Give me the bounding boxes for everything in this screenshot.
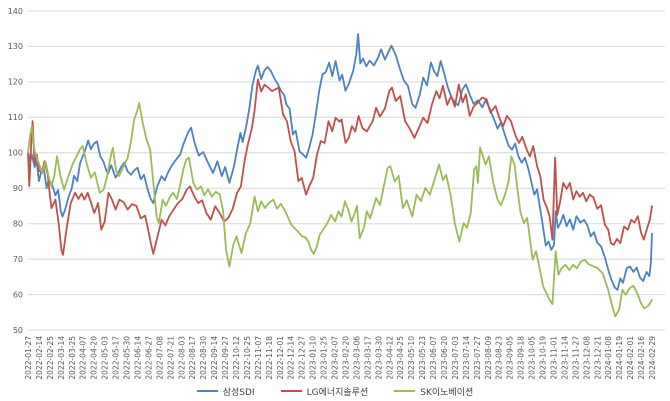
x-axis-tick-label: 2023-12-21 — [593, 336, 602, 380]
x-axis-tick-label: 2022-09-14 — [210, 336, 219, 380]
x-axis-tick-label: 2023-09-05 — [506, 336, 515, 380]
y-axis-tick-label: 100 — [8, 149, 23, 158]
y-axis-tick-label: 50 — [13, 326, 23, 335]
legend-label-lg-energy-solution: LG에너지솔루션 — [306, 387, 369, 398]
x-axis-tick-label: 2023-08-23 — [495, 336, 504, 380]
x-axis-tick-label: 2022-04-07 — [79, 336, 88, 380]
x-axis-tick-label: 2022-05-03 — [101, 336, 110, 380]
x-axis-tick-label: 2022-02-25 — [46, 336, 55, 380]
x-axis-tick-label: 2022-05-30 — [123, 336, 132, 380]
x-axis-tick-label: 2023-07-27 — [473, 336, 482, 380]
x-axis-tick-label: 2023-06-07 — [429, 336, 438, 380]
y-axis-tick-label: 110 — [8, 113, 23, 122]
x-axis-tick-label: 2022-10-12 — [232, 336, 241, 380]
x-axis-tick-label: 2022-12-27 — [298, 336, 307, 380]
x-axis-tick-label: 2022-07-08 — [155, 336, 164, 380]
x-axis-tick-label: 2023-03-17 — [363, 336, 372, 380]
x-axis-tick-label: 2023-11-14 — [560, 336, 569, 380]
x-axis-tick-label: 2022-06-14 — [134, 336, 143, 380]
chart-legend: 삼성SDI LG에너지솔루션 SK이노베이션 — [0, 383, 670, 399]
x-axis-tick-label: 2022-04-20 — [90, 336, 99, 380]
y-axis-tick-label: 140 — [8, 7, 23, 16]
x-axis-tick-label: 2023-03-30 — [374, 336, 383, 380]
x-axis-tick-label: 2023-08-09 — [484, 336, 493, 380]
legend-item-sk-innovation: SK이노베이션 — [394, 385, 473, 398]
x-axis-tick-label: 2024-02-01 — [626, 336, 635, 380]
y-axis-tick-label: 120 — [8, 78, 23, 87]
x-axis-tick-label: 2022-03-25 — [68, 336, 77, 380]
legend-swatch-lg-energy-solution — [280, 389, 302, 393]
x-axis-tick-label: 2023-10-05 — [528, 336, 537, 380]
x-axis-tick-label: 2022-11-18 — [265, 336, 274, 380]
y-axis-tick-label: 60 — [13, 290, 23, 299]
x-axis-tick-label: 2023-04-25 — [396, 336, 405, 380]
x-axis-tick-label: 2023-09-18 — [517, 336, 526, 380]
x-axis-tick-label: 2023-02-07 — [331, 336, 340, 380]
x-axis-tick-label: 2023-04-12 — [385, 336, 394, 380]
y-axis-tick-label: 130 — [8, 42, 23, 51]
x-axis-tick-label: 2023-07-14 — [462, 336, 471, 380]
x-axis-tick-label: 2023-07-03 — [451, 336, 460, 380]
legend-label-sk-innovation: SK이노베이션 — [420, 387, 474, 398]
x-axis-tick-label: 2022-08-03 — [177, 336, 186, 380]
legend-item-lg-energy-solution: LG에너지솔루션 — [280, 385, 369, 398]
x-axis-tick-label: 2023-02-20 — [342, 336, 351, 380]
x-axis-tick-label: 2022-05-17 — [112, 336, 121, 380]
y-axis-tick-label: 90 — [13, 184, 23, 193]
x-axis-tick-label: 2023-12-08 — [582, 336, 591, 380]
y-axis-tick-label: 80 — [13, 220, 23, 229]
x-axis-tick-label: 2023-05-10 — [407, 336, 416, 380]
legend-label-samsung-sdi: 삼성SDI — [222, 387, 255, 398]
x-axis-tick-label: 2023-01-10 — [309, 336, 318, 380]
x-axis-tick-label: 2023-11-27 — [571, 336, 580, 380]
x-axis-tick-label: 2024-01-08 — [604, 336, 613, 380]
y-axis-tick-label: 70 — [13, 255, 23, 264]
x-axis-tick-label: 2024-01-19 — [615, 336, 624, 380]
x-axis-tick-label: 2022-09-27 — [221, 336, 230, 380]
x-axis-tick-label: 2022-12-01 — [276, 336, 285, 380]
x-axis-tick-label: 2023-01-25 — [320, 336, 329, 380]
series-line-sk-innovation — [27, 101, 653, 318]
x-axis-tick-label: 2023-06-20 — [440, 336, 449, 380]
x-axis-tick-label: 2022-02-14 — [35, 336, 44, 380]
legend-swatch-sk-innovation — [394, 389, 416, 393]
x-axis-tick-label: 2022-08-17 — [188, 336, 197, 380]
legend-item-samsung-sdi: 삼성SDI — [196, 385, 255, 398]
x-axis-tick-label: 2024-02-29 — [648, 336, 657, 380]
x-axis-tick-label: 2022-08-30 — [199, 336, 208, 380]
legend-swatch-samsung-sdi — [196, 389, 218, 393]
x-axis-tick-label: 2023-11-01 — [550, 336, 559, 380]
x-axis-tick-label: 2022-11-07 — [254, 336, 263, 380]
x-axis-tick-label: 2022-10-25 — [243, 336, 252, 380]
x-axis-tick-label: 2023-05-23 — [418, 336, 427, 380]
x-axis-tick-label: 2022-12-14 — [287, 336, 296, 380]
x-axis-tick-label: 2023-03-06 — [352, 336, 361, 380]
x-axis-tick-label: 2022-06-27 — [144, 336, 153, 380]
x-axis-tick-label: 2024-02-16 — [637, 336, 646, 380]
x-axis-tick-label: 2022-03-14 — [57, 336, 66, 380]
x-axis-tick-label: 2022-07-21 — [166, 336, 175, 380]
x-axis-tick-label: 2023-10-19 — [539, 336, 548, 380]
x-axis-tick-label: 2022-01-27 — [24, 336, 33, 380]
series-line-samsung-sdi — [27, 33, 653, 291]
series-line-lg-energy-solution — [27, 78, 653, 256]
